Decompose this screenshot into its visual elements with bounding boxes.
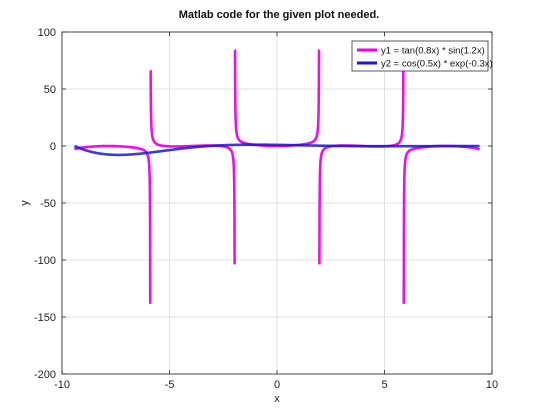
series-line-y2	[73, 143, 481, 157]
x-tick-label: -5	[165, 379, 175, 391]
plot-frame	[61, 31, 493, 375]
legend: y1 = tan(0.8x) * sin(1.2x) y2 = cos(0.5x…	[351, 40, 493, 72]
chart-title: Matlab code for the given plot needed.	[179, 9, 379, 21]
series-layer	[73, 48, 481, 304]
y-tick-label: 50	[44, 84, 56, 96]
legend-box	[351, 40, 489, 72]
y-tick-label: -200	[34, 369, 56, 381]
y-tick-label: 0	[50, 141, 56, 153]
y-axis-label: y	[19, 200, 31, 206]
x-tick-label: 10	[486, 379, 498, 391]
x-axis-label: x	[274, 393, 280, 405]
y-tick-label: -150	[34, 312, 56, 324]
legend-entry-y1: y1 = tan(0.8x) * sin(1.2x)	[381, 46, 485, 57]
y-tick-label: 100	[38, 27, 56, 39]
y-tick-label: -100	[34, 255, 56, 267]
y-tick-label: -50	[40, 198, 56, 210]
x-tick-label: 0	[274, 379, 280, 391]
x-tick-label: 5	[381, 379, 387, 391]
x-tick-label: -10	[54, 379, 70, 391]
legend-entry-y2: y2 = cos(0.5x) * exp(-0.3x)	[381, 59, 493, 70]
